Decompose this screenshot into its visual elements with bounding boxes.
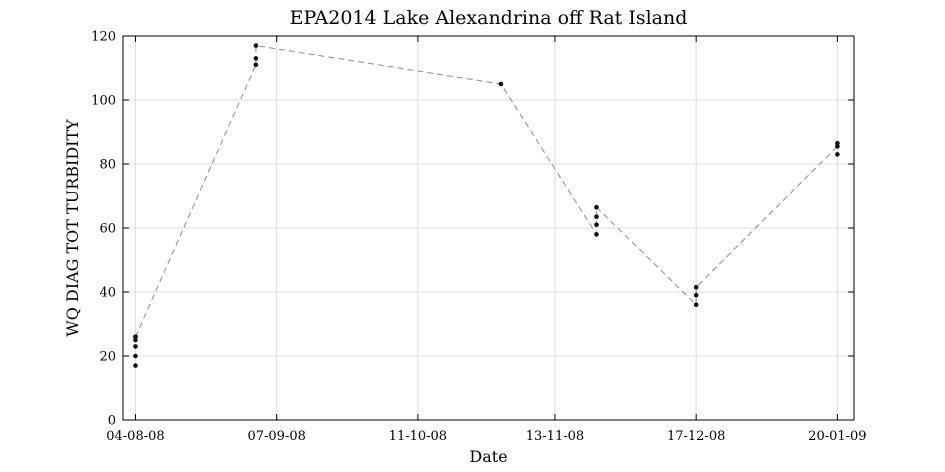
data-point: [133, 363, 138, 368]
y-tick-label: 60: [99, 222, 116, 237]
x-tick-label: 20-01-09: [808, 429, 866, 444]
data-point: [133, 344, 138, 349]
data-point: [133, 353, 138, 359]
y-tick-label: 20: [99, 350, 116, 365]
x-tick-label: 13-11-08: [526, 429, 584, 444]
data-point: [835, 140, 840, 146]
data-point: [594, 232, 599, 237]
x-tick-label: 11-10-08: [389, 429, 447, 444]
y-tick-label: 100: [91, 94, 116, 109]
data-point: [253, 56, 259, 61]
data-point: [693, 284, 699, 290]
series-line: [135, 45, 838, 338]
data-point: [253, 62, 259, 68]
connecting-line: [135, 45, 838, 338]
x-tick-label: 04-08-08: [106, 429, 164, 444]
data-point: [835, 152, 840, 157]
chart-title: EPA2014 Lake Alexandrina off Rat Island: [290, 7, 688, 29]
x-tick-label: 07-09-08: [247, 429, 305, 444]
data-point: [594, 214, 599, 220]
data-point: [693, 302, 699, 308]
data-point: [253, 43, 259, 48]
data-point: [835, 144, 840, 149]
x-tick-label: 17-12-08: [667, 429, 725, 444]
data-point: [594, 222, 599, 228]
grid-lines: [123, 36, 854, 420]
data-point: [693, 292, 699, 298]
y-tick-label: 40: [99, 286, 116, 301]
data-points: [133, 43, 840, 368]
x-axis-label: Date: [469, 447, 507, 466]
data-point: [133, 337, 138, 343]
data-point: [594, 204, 599, 210]
y-tick-label: 0: [108, 414, 116, 429]
y-axis-label: WQ DIAG TOT TURBIDITY: [63, 119, 82, 337]
data-point: [498, 81, 504, 87]
y-tick-label: 120: [91, 30, 116, 45]
axis-ticks: 04-08-08 07-09-08 11-10-08 13-11-08 17-12-08…: [91, 30, 866, 445]
data-point: [133, 334, 138, 340]
y-tick-label: 80: [99, 158, 116, 173]
